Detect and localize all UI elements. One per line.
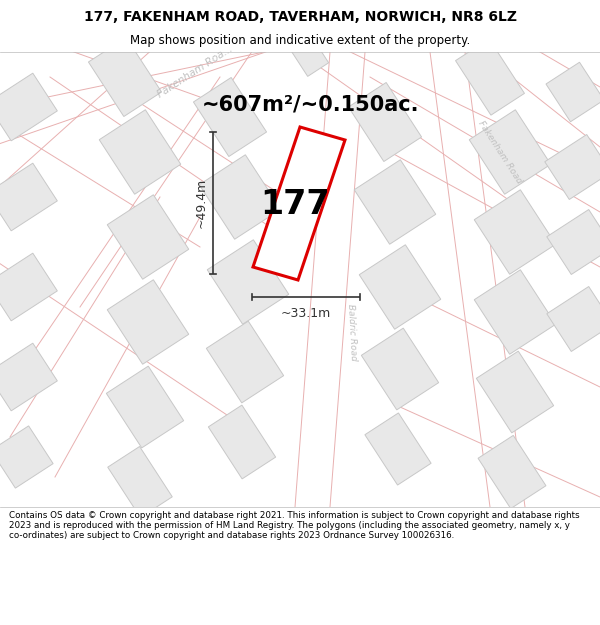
Polygon shape: [107, 195, 189, 279]
Polygon shape: [206, 321, 284, 403]
Polygon shape: [476, 351, 554, 433]
Text: 177: 177: [260, 189, 330, 221]
Text: Contains OS data © Crown copyright and database right 2021. This information is : Contains OS data © Crown copyright and d…: [9, 511, 580, 541]
Text: Map shows position and indicative extent of the property.: Map shows position and indicative extent…: [130, 34, 470, 47]
Polygon shape: [88, 38, 161, 116]
Polygon shape: [474, 270, 556, 354]
Polygon shape: [292, 38, 329, 76]
Polygon shape: [0, 426, 53, 488]
Polygon shape: [0, 343, 58, 411]
Polygon shape: [359, 245, 441, 329]
Polygon shape: [199, 155, 281, 239]
Polygon shape: [253, 127, 345, 280]
Polygon shape: [478, 436, 546, 509]
Polygon shape: [349, 82, 422, 161]
Polygon shape: [207, 240, 289, 324]
Polygon shape: [0, 73, 58, 141]
Text: Fakenham Road: Fakenham Road: [476, 119, 524, 185]
Polygon shape: [108, 446, 172, 518]
Polygon shape: [0, 253, 58, 321]
Polygon shape: [193, 78, 266, 156]
Polygon shape: [361, 328, 439, 410]
Text: Baldric Road: Baldric Road: [346, 303, 358, 361]
Polygon shape: [107, 280, 189, 364]
Polygon shape: [0, 163, 58, 231]
Polygon shape: [354, 160, 436, 244]
Polygon shape: [474, 190, 556, 274]
Text: Fakenham Roa...: Fakenham Roa...: [155, 44, 235, 100]
Polygon shape: [99, 110, 181, 194]
Text: ~49.4m: ~49.4m: [195, 178, 208, 228]
Polygon shape: [547, 286, 600, 351]
Text: ~607m²/~0.150ac.: ~607m²/~0.150ac.: [201, 95, 419, 115]
Polygon shape: [469, 110, 551, 194]
Polygon shape: [106, 366, 184, 448]
Polygon shape: [455, 39, 524, 115]
Polygon shape: [547, 209, 600, 274]
Text: ~33.1m: ~33.1m: [281, 307, 331, 320]
Polygon shape: [208, 405, 275, 479]
Polygon shape: [546, 62, 600, 122]
Polygon shape: [545, 134, 600, 199]
Polygon shape: [365, 413, 431, 485]
Text: 177, FAKENHAM ROAD, TAVERHAM, NORWICH, NR8 6LZ: 177, FAKENHAM ROAD, TAVERHAM, NORWICH, N…: [83, 11, 517, 24]
